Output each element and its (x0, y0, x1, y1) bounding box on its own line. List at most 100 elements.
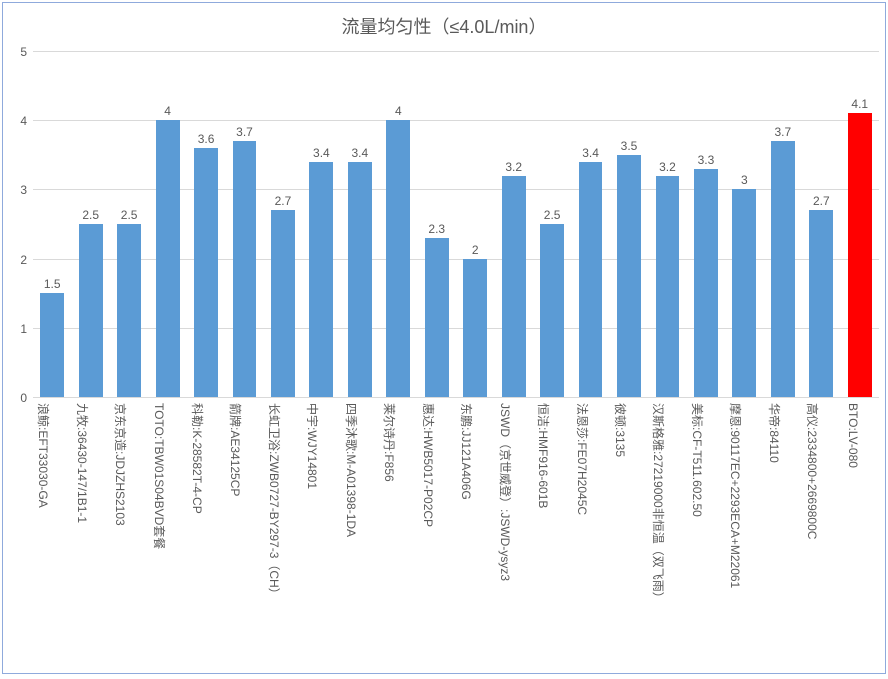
x-label-slot: 九牧:36430-147/1B1-1 (71, 397, 109, 665)
bar: 2.5 (117, 224, 141, 397)
bar-value-label: 1.5 (44, 277, 61, 293)
x-tick-label: 惠达:HWB5017-P02CP (420, 403, 437, 527)
bar: 4 (156, 120, 180, 397)
bar-slot: 2.5 (71, 51, 109, 397)
bar: 3.6 (194, 148, 218, 397)
bar-value-label: 3 (741, 173, 748, 189)
x-label-slot: 美标:CF-T511.602.50 (687, 397, 725, 665)
bar-slot: 3.5 (610, 51, 648, 397)
x-tick-label: 高仪:2334800+2669800C (804, 403, 821, 539)
y-tick-label: 0 (20, 391, 33, 405)
bar-value-label: 2.3 (428, 222, 445, 238)
x-tick-label: 四季沐歌:M-A01398-1DA (343, 403, 360, 537)
bar-slot: 2.5 (110, 51, 148, 397)
x-tick-label: BTO:LV-080 (846, 403, 860, 468)
x-axis: 浪鲸:EFT33030-GA九牧:36430-147/1B1-1京东京造:JDJ… (33, 397, 879, 665)
x-label-slot: 京东京造:JDJZHS2103 (110, 397, 148, 665)
bar-value-label: 2.5 (121, 208, 138, 224)
x-tick-label: 法恩莎:FE07H2045C (574, 403, 591, 515)
bar-value-label: 3.4 (313, 146, 330, 162)
x-tick-label: JSWD（京世威登）:JSWD-ysyz3 (497, 403, 514, 581)
bar: 2.3 (425, 238, 449, 397)
x-label-slot: 中宇:WJY14801 (302, 397, 340, 665)
x-label-slot: TOTO:TBW01S04BVD套餐 (148, 397, 186, 665)
chart-title: 流量均匀性（≤4.0L/min） (3, 13, 885, 39)
x-label-slot: 惠达:HWB5017-P02CP (418, 397, 456, 665)
x-tick-label: 摩恩:90117EC+2293ECA+M22061 (727, 403, 744, 588)
bar: 3.7 (233, 141, 257, 397)
bar-slot: 4 (379, 51, 417, 397)
bar-value-label: 2.7 (275, 194, 292, 210)
bar-slot: 3.4 (341, 51, 379, 397)
bar-value-label: 3.4 (352, 146, 369, 162)
bar: 2.7 (809, 210, 833, 397)
bar-value-label: 2.5 (544, 208, 561, 224)
bar-slot: 2.7 (802, 51, 840, 397)
bar-value-label: 3.2 (659, 160, 676, 176)
bar: 3.4 (348, 162, 372, 397)
y-tick-label: 1 (20, 322, 33, 336)
bar-slot: 3.4 (571, 51, 609, 397)
bar: 3.4 (579, 162, 603, 397)
bar: 3.2 (502, 176, 526, 397)
bar-value-label: 3.3 (698, 153, 715, 169)
x-tick-label: 美标:CF-T511.602.50 (689, 403, 706, 517)
bar-slot: 1.5 (33, 51, 71, 397)
bar-container: 1.52.52.543.63.72.73.43.442.323.22.53.43… (33, 51, 879, 397)
x-label-slot: 四季沐歌:M-A01398-1DA (341, 397, 379, 665)
x-label-slot: 彼顿:3135 (610, 397, 648, 665)
bar-slot: 4.1 (841, 51, 879, 397)
bar: 1.5 (40, 293, 64, 397)
x-label-slot: 莱尔诗丹:F856 (379, 397, 417, 665)
x-label-slot: 东鹏:JJ121A406G (456, 397, 494, 665)
x-tick-label: 京东京造:JDJZHS2103 (112, 403, 129, 526)
bar-slot: 3.2 (648, 51, 686, 397)
bar-value-label: 4 (395, 104, 402, 120)
bar-value-label: 4.1 (851, 97, 868, 113)
x-label-slot: 浪鲸:EFT33030-GA (33, 397, 71, 665)
bar-slot: 2.5 (533, 51, 571, 397)
bar: 2.5 (79, 224, 103, 397)
x-tick-label: 中宇:WJY14801 (304, 403, 321, 489)
bar-value-label: 2.7 (813, 194, 830, 210)
bar-value-label: 3.6 (198, 132, 215, 148)
bar-value-label: 2.5 (82, 208, 99, 224)
bar-slot: 3.4 (302, 51, 340, 397)
bar-slot: 3.6 (187, 51, 225, 397)
x-tick-label: 箭牌:AE34125CP (227, 403, 244, 496)
x-label-slot: BTO:LV-080 (841, 397, 879, 665)
x-tick-label: 东鹏:JJ121A406G (458, 403, 475, 500)
bar: 2.5 (540, 224, 564, 397)
bar-slot: 2 (456, 51, 494, 397)
bar-value-label: 3.7 (774, 125, 791, 141)
bar: 2.7 (271, 210, 295, 397)
x-tick-label: 科勒:K-28582T-4-CP (189, 403, 206, 514)
bar-value-label: 3.7 (236, 125, 253, 141)
x-tick-label: 彼顿:3135 (612, 403, 629, 457)
x-label-slot: 摩恩:90117EC+2293ECA+M22061 (725, 397, 763, 665)
x-label-slot: 高仪:2334800+2669800C (802, 397, 840, 665)
bar-value-label: 4 (164, 104, 171, 120)
x-label-slot: 箭牌:AE34125CP (225, 397, 263, 665)
y-tick-label: 3 (20, 183, 33, 197)
bar-slot: 3.7 (764, 51, 802, 397)
bar-slot: 2.7 (264, 51, 302, 397)
x-label-slot: 恒洁:HMF916-601B (533, 397, 571, 665)
bar-value-label: 3.2 (505, 160, 522, 176)
bar-slot: 3.7 (225, 51, 263, 397)
x-tick-label: 恒洁:HMF916-601B (535, 403, 552, 508)
y-tick-label: 5 (20, 45, 33, 59)
x-tick-label: 莱尔诗丹:F856 (381, 403, 398, 482)
bar: 3.2 (656, 176, 680, 397)
plot-area: 012345 1.52.52.543.63.72.73.43.442.323.2… (33, 51, 879, 397)
bar: 4 (386, 120, 410, 397)
bar: 3 (732, 189, 756, 397)
bar-slot: 3 (725, 51, 763, 397)
x-label-slot: 汉斯格雅:27219000非恒温（双飞雨） (648, 397, 686, 665)
bar-value-label: 3.5 (621, 139, 638, 155)
bar: 3.3 (694, 169, 718, 397)
bar: 3.4 (309, 162, 333, 397)
x-label-slot: JSWD（京世威登）:JSWD-ysyz3 (494, 397, 532, 665)
bar: 4.1 (848, 113, 872, 397)
x-label-slot: 华帝:84110 (764, 397, 802, 665)
